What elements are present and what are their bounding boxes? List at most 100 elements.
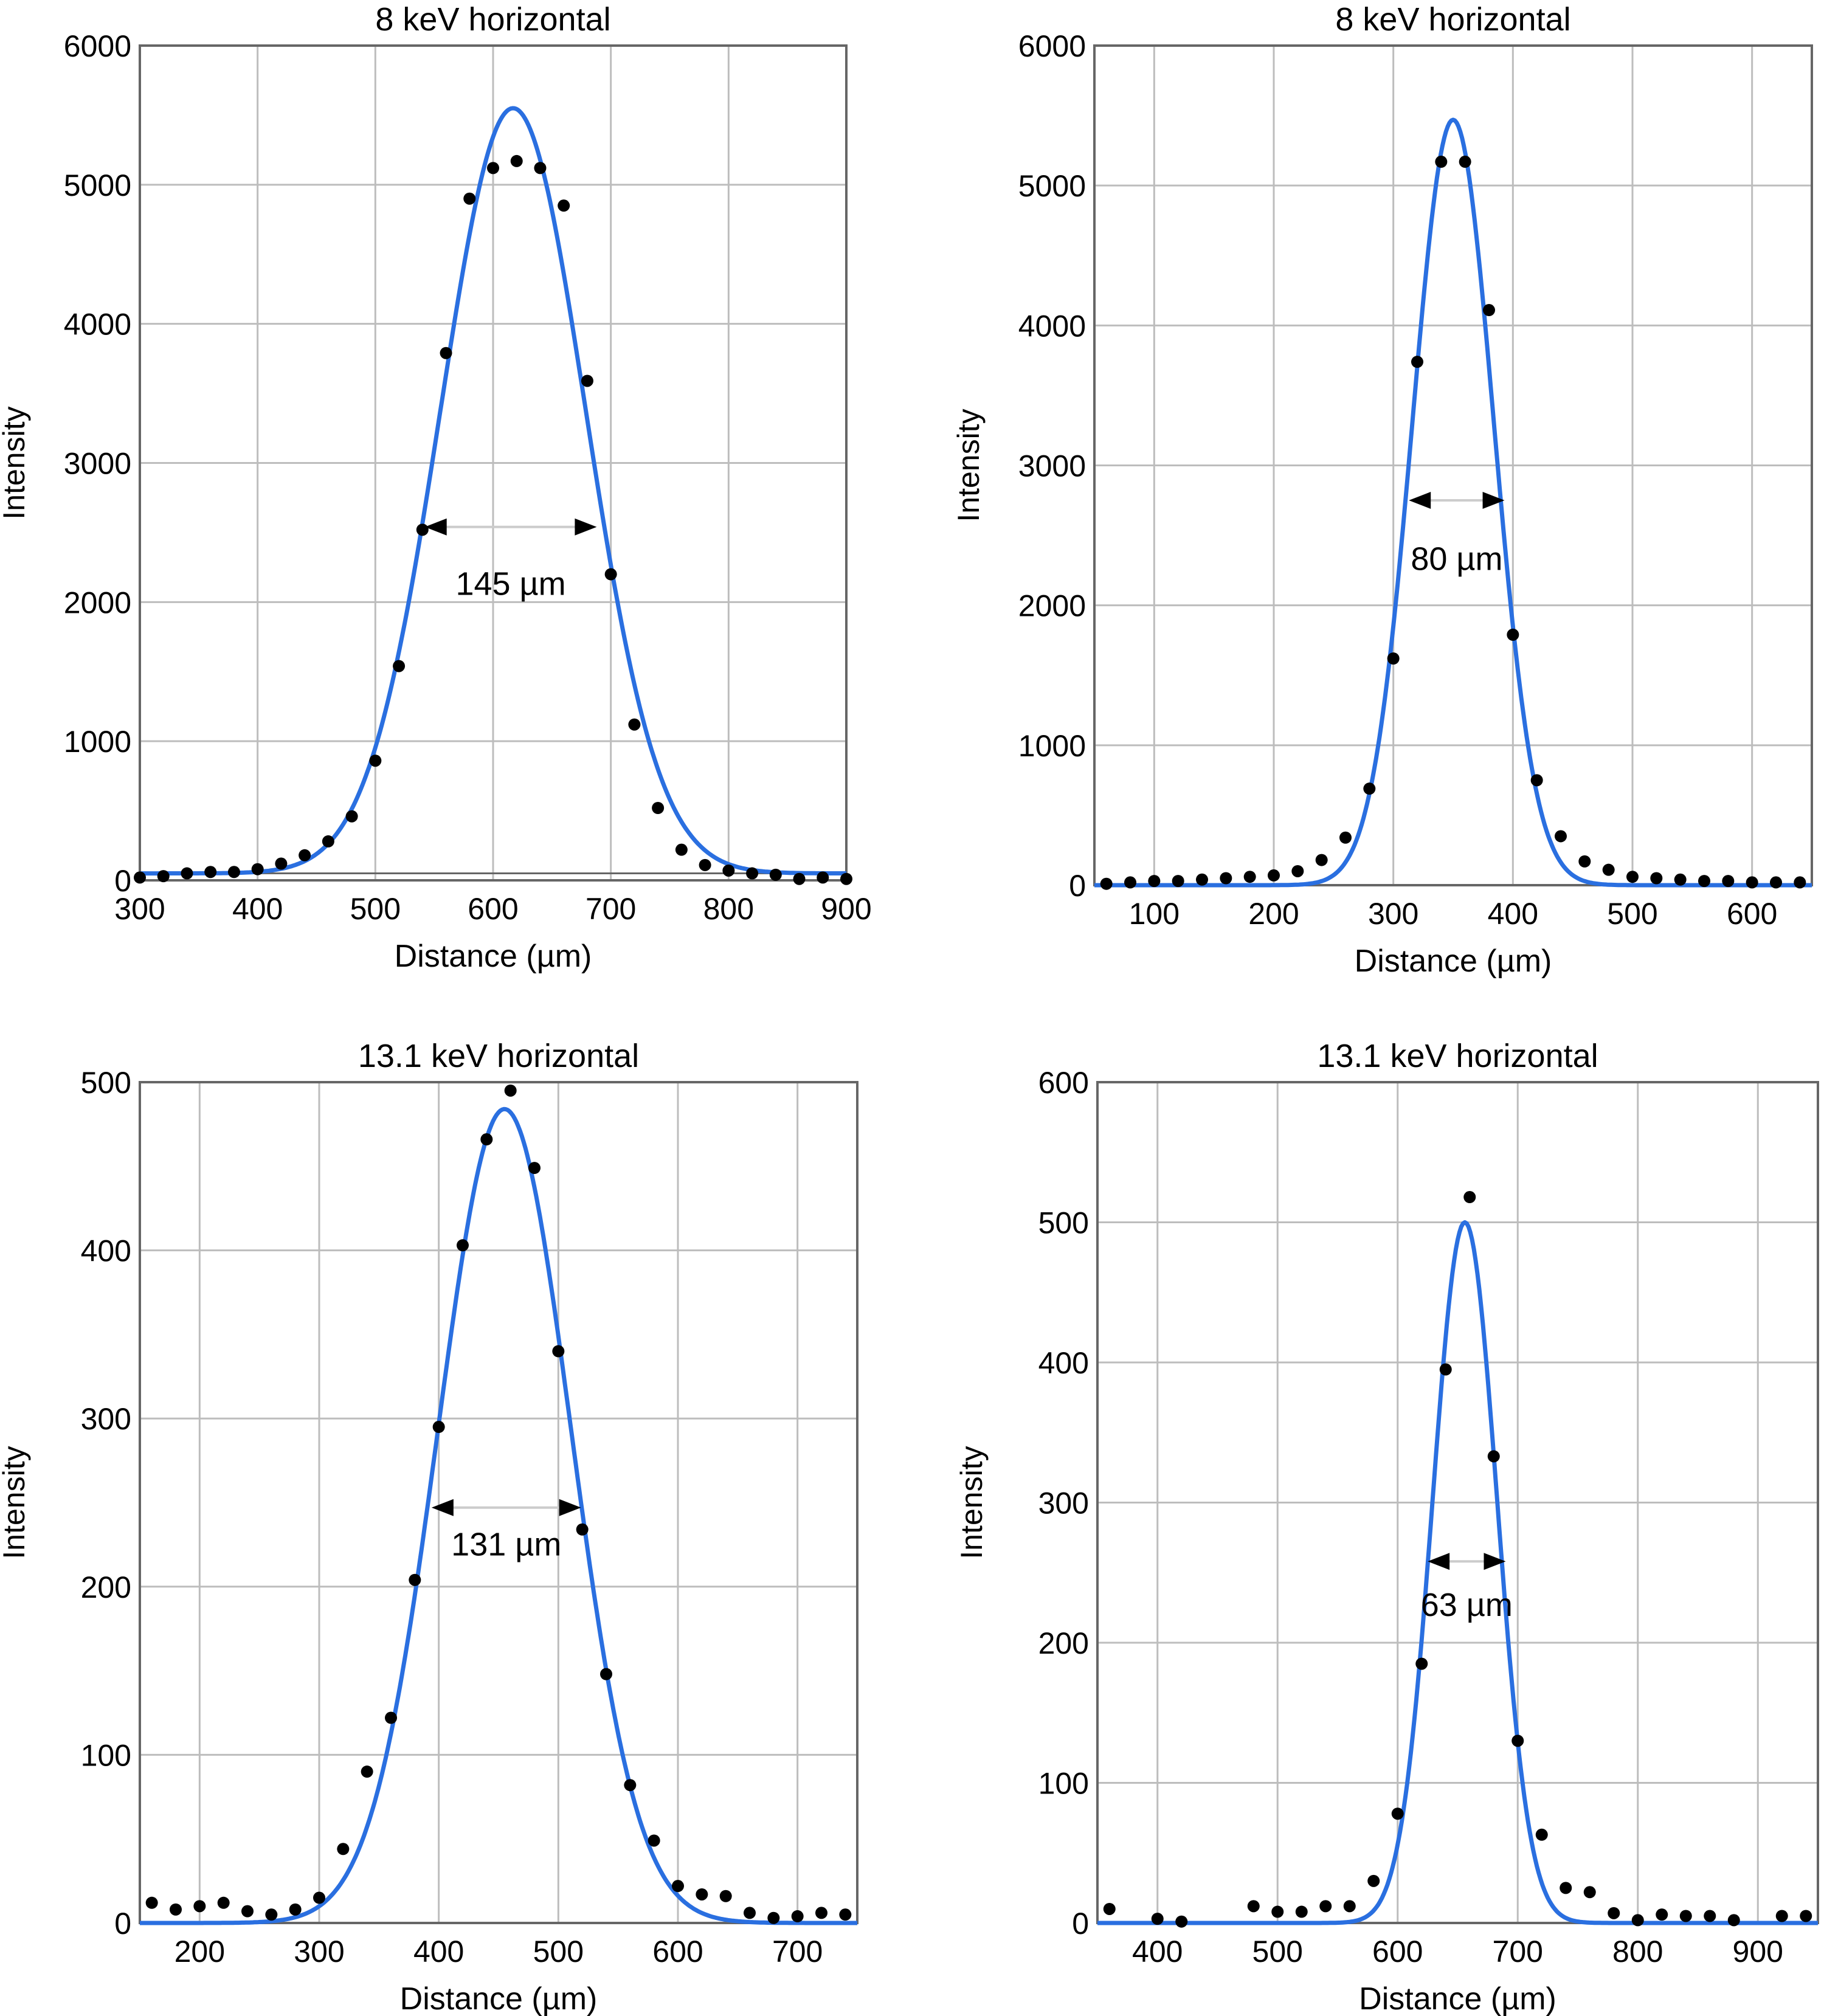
data-point (746, 867, 759, 880)
data-point (1463, 1191, 1476, 1204)
x-axis-label: Distance (µm) (395, 939, 592, 974)
x-tick-label: 500 (1607, 897, 1657, 931)
data-point (1103, 1902, 1116, 1915)
data-point (193, 1900, 206, 1913)
x-tick-label: 300 (294, 1935, 344, 1969)
data-point (227, 866, 240, 879)
data-point (675, 843, 688, 856)
chart-panel-2: 100 200 300 400 500 6000100020003000400050006… (952, 1, 1813, 979)
data-point (1243, 871, 1256, 883)
x-tick-label: 500 (1252, 1935, 1303, 1969)
fwhm-arrowhead-left (424, 518, 447, 536)
data-point (1343, 1900, 1356, 1913)
data-point (1746, 876, 1758, 889)
plot-frame (1096, 1081, 1819, 1924)
x-tick-label: 200 (1248, 897, 1299, 931)
data-point (1483, 304, 1495, 317)
data-point (1268, 869, 1280, 882)
plot-frame (1093, 44, 1813, 886)
data-point (275, 857, 288, 870)
data-point (385, 1711, 397, 1724)
y-tick-label: 0 (1072, 1907, 1089, 1941)
x-tick-label: 100 (1129, 897, 1180, 931)
data-point (696, 1888, 708, 1900)
data-point (840, 872, 852, 885)
data-point (1391, 1807, 1404, 1820)
data-point (815, 1907, 827, 1919)
data-point (457, 1239, 469, 1252)
data-point (1459, 156, 1471, 168)
data-point (1271, 1905, 1284, 1918)
data-point (1124, 876, 1136, 889)
fwhm-label: 80 µm (1411, 541, 1502, 578)
data-point (1578, 855, 1591, 868)
data-point (1727, 1914, 1740, 1927)
data-point (534, 162, 547, 174)
data-point (1674, 873, 1687, 886)
chart-panel-4: 400 500 600 700 800 900 0 100 200 300 400 500 600 13.… (955, 1038, 1819, 2016)
y-tick-label: 0 (114, 1907, 131, 1941)
fwhm-label: 63 µm (1421, 1587, 1513, 1623)
y-tick-label: 200 (1038, 1626, 1089, 1660)
data-point (217, 1896, 230, 1909)
fwhm-arrowhead-right (1484, 1553, 1506, 1570)
data-point (1175, 1915, 1188, 1928)
data-point (157, 870, 170, 883)
data-point (1387, 652, 1400, 665)
y-tick-label: 400 (81, 1234, 131, 1268)
y-tick-label: 600 (1038, 1066, 1089, 1100)
data-point (432, 1421, 445, 1434)
data-point (1511, 1735, 1524, 1747)
y-tick-label: 4000 (64, 308, 131, 342)
data-point (1800, 1910, 1812, 1922)
data-point (1411, 356, 1423, 368)
chart-title: 8 keV horizontal (375, 1, 610, 38)
x-tick-label: 600 (1727, 897, 1777, 931)
plot-frame (139, 1081, 858, 1924)
data-point (480, 1133, 493, 1146)
data-point (604, 568, 617, 581)
data-point (487, 162, 499, 174)
y-tick-label: 400 (1038, 1346, 1089, 1380)
gaussian-fit-line (1094, 117, 1812, 888)
x-tick-label: 800 (1612, 1935, 1663, 1969)
data-point (552, 1345, 565, 1358)
y-tick-label: 0 (114, 864, 131, 898)
data-point (672, 1880, 684, 1893)
x-axis-label: Distance (µm) (400, 1981, 598, 2016)
x-tick-label: 700 (1493, 1935, 1543, 1969)
y-axis-label: Intensity (0, 406, 31, 519)
x-tick-label: 500 (533, 1935, 584, 1969)
data-point (1367, 1874, 1380, 1887)
fwhm-arrowhead-right (575, 518, 597, 536)
chart-title: 13.1 keV horizontal (358, 1038, 639, 1074)
data-point (265, 1908, 278, 1921)
data-point (463, 192, 476, 205)
data-point (791, 1910, 804, 1922)
data-point (369, 754, 382, 767)
data-point (1722, 875, 1735, 888)
data-point (1151, 1913, 1164, 1925)
data-point (1775, 1910, 1788, 1922)
x-tick-label: 600 (1372, 1935, 1423, 1969)
data-point (648, 1834, 660, 1847)
data-point (628, 718, 641, 731)
data-point (652, 802, 665, 815)
data-point (624, 1779, 637, 1792)
y-tick-label: 500 (81, 1066, 131, 1100)
data-point (1770, 876, 1782, 889)
x-tick-label: 900 (821, 892, 871, 926)
data-point (558, 199, 570, 212)
x-axis-label: Distance (µm) (1359, 1981, 1556, 2016)
data-point (1631, 1914, 1644, 1927)
y-tick-label: 100 (1038, 1767, 1089, 1801)
data-point (504, 1084, 517, 1097)
y-tick-label: 6000 (64, 29, 131, 63)
data-point (1679, 1910, 1692, 1922)
x-tick-label: 900 (1733, 1935, 1783, 1969)
y-tick-label: 2000 (1018, 589, 1086, 623)
y-axis-label: Intensity (952, 409, 986, 522)
data-point (528, 1162, 541, 1175)
data-point (313, 1891, 325, 1904)
